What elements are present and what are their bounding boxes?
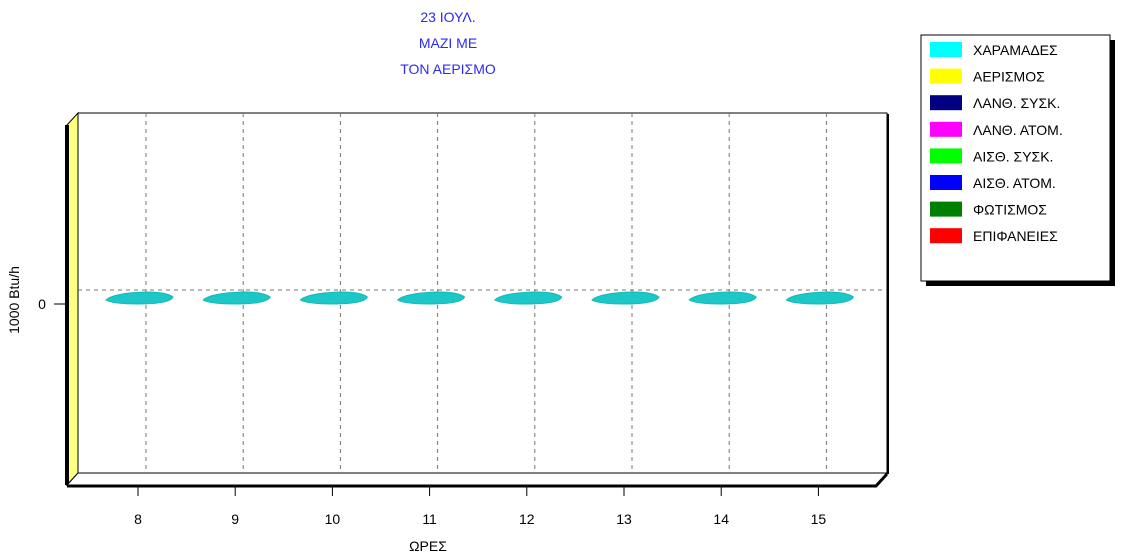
bars [105,291,855,305]
chart-title-line-3: ΤΟΝ ΑΕΡΙΣΜΟ [400,61,496,77]
chart-title-line-2: ΜΑΖΙ ΜΕ [419,35,477,51]
legend-swatch-3 [930,95,962,111]
floor-front-edge [67,472,889,488]
bar-series-1-12 [493,291,563,305]
legend-item-1: ΧΑΡΑΜΑΔΕΣ [930,42,1058,58]
bar-stack-14 [688,291,757,305]
x-tick-label-8: 8 [134,511,142,527]
legend-swatch-5 [930,148,962,164]
legend-swatch-7 [930,201,962,217]
bar-series-1-15 [785,291,855,305]
floor [65,472,889,486]
legend-swatch-1 [930,42,962,57]
chart-title: 23 ΙΟΥΛ. ΜΑΖΙ ΜΕ ΤΟΝ ΑΕΡΙΣΜΟ [400,9,496,77]
x-tick-label-15: 15 [811,511,827,527]
legend-swatch-2 [930,68,962,84]
legend-swatch-8 [930,228,962,244]
legend-item-8: ΕΠΙΦΑΝΕΙΕΣ [930,228,1058,244]
legend-label-3: ΛΑΝΘ. ΣΥΣΚ. [973,95,1060,111]
bar-series-1-13 [591,291,660,305]
bar-series-1-11 [396,291,466,305]
x-tick-label-10: 10 [325,511,341,527]
legend-items: ΧΑΡΑΜΑΔΕΣ ΑΕΡΙΣΜΟΣ ΛΑΝΘ. ΣΥΣΚ. ΛΑΝΘ. ΑΤΟΜ. Α… [930,42,1063,244]
back-wall [77,112,888,474]
x-tick-label-9: 9 [231,511,239,527]
legend: ΧΑΡΑΜΑΔΕΣ ΑΕΡΙΣΜΟΣ ΛΑΝΘ. ΣΥΣΚ. ΛΑΝΘ. ΑΤΟΜ. Α… [920,34,1115,286]
legend-item-5: ΑΙΣΘ. ΣΥΣΚ. [930,148,1053,164]
legend-label-5: ΑΙΣΘ. ΣΥΣΚ. [973,148,1053,164]
legend-label-6: ΑΙΣΘ. ΑΤΟΜ. [973,175,1056,191]
bar-stack-9 [202,291,271,305]
legend-label-7: ΦΩΤΙΣΜΟΣ [973,202,1047,218]
bar-stack-11 [396,291,466,305]
plot-frame [65,111,889,488]
bar-stack-15 [785,291,855,305]
bar-stack-10 [299,291,369,305]
bar-stack-8 [105,291,174,305]
legend-swatch-4 [930,121,962,137]
bar-series-1-9 [202,291,271,305]
legend-swatch-6 [930,175,962,190]
legend-label-1: ΧΑΡΑΜΑΔΕΣ [973,42,1058,58]
bar-series-1-14 [688,291,757,305]
legend-item-6: ΑΙΣΘ. ΑΤΟΜ. [930,175,1056,191]
x-tick-label-11: 11 [422,511,437,527]
x-axis-label: ΩΡΕΣ [409,538,447,554]
legend-label-2: ΑΕΡΙΣΜΟΣ [973,69,1045,85]
legend-item-4: ΛΑΝΘ. ΑΤΟΜ. [930,121,1063,138]
legend-item-3: ΛΑΝΘ. ΣΥΣΚ. [930,95,1060,111]
x-tick-label-13: 13 [616,511,632,527]
bar-stack-13 [591,291,660,305]
y-tick-label-0: 0 [38,296,46,312]
legend-item-7: ΦΩΤΙΣΜΟΣ [930,201,1047,218]
bar-series-1-8 [105,291,174,305]
y-axis-ticks: 0 [38,296,66,312]
legend-label-8: ΕΠΙΦΑΝΕΙΕΣ [973,228,1058,244]
y-axis-label: 1000 Btu/h [6,266,22,334]
chart-title-line-1: 23 ΙΟΥΛ. [420,9,475,25]
x-tick-label-12: 12 [519,511,535,527]
x-axis-ticks: 8 9 10 11 12 13 14 15 [134,486,826,527]
bar-stack-12 [493,291,563,305]
bar-series-1-10 [299,291,369,305]
x-tick-label-14: 14 [713,511,729,527]
legend-item-2: ΑΕΡΙΣΜΟΣ [930,68,1045,85]
legend-label-4: ΛΑΝΘ. ΑΤΟΜ. [973,122,1063,138]
